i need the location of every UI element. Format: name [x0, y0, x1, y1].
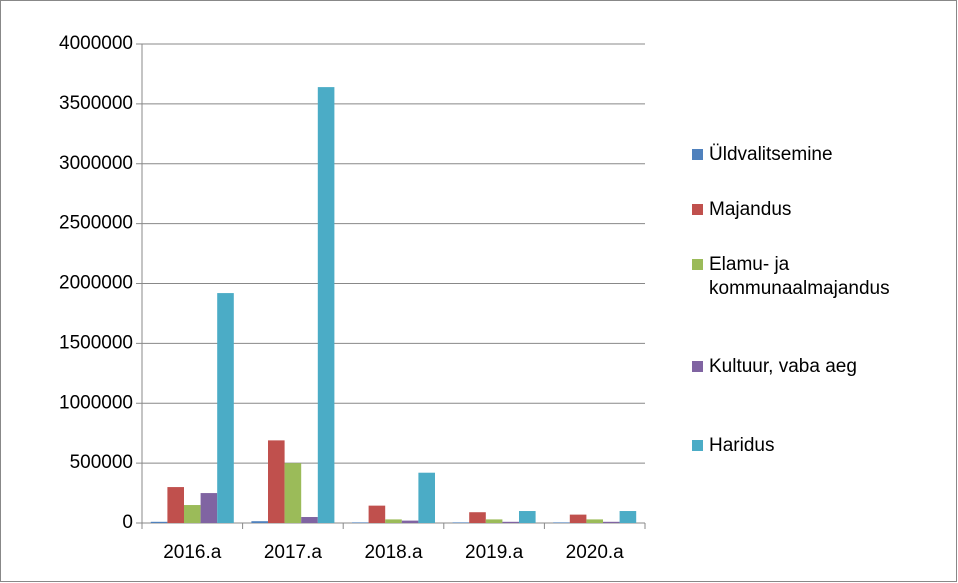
legend-label: Kultuur, vaba aeg: [709, 356, 857, 377]
x-tick-label: 2019.a: [465, 542, 524, 563]
y-tick-label: 2500000: [59, 213, 133, 234]
bar: [452, 522, 470, 523]
bar: [586, 519, 603, 523]
bar: [518, 511, 536, 523]
bar: [251, 521, 269, 523]
y-tick-label: 0: [122, 512, 133, 533]
bar: [569, 514, 587, 523]
bar: [418, 472, 435, 523]
bar: [401, 520, 419, 523]
legend-swatch: [692, 204, 703, 215]
bar: [184, 505, 201, 523]
bar: [301, 517, 318, 523]
x-tick-label: 2016.a: [163, 542, 222, 563]
legend-label: Üldvalitsemine: [709, 144, 833, 165]
legend-label: Elamu- ja kommunaalmajandus: [709, 254, 890, 299]
legend-label: Majandus: [709, 199, 791, 220]
bar: [317, 87, 335, 524]
bar: [284, 463, 302, 523]
legend-label: Haridus: [709, 435, 774, 456]
bar: [485, 519, 503, 523]
bar: [268, 440, 285, 523]
legend-swatch: [692, 440, 703, 451]
legend-swatch: [692, 149, 703, 160]
y-tick-label: 3500000: [59, 93, 133, 114]
bar: [150, 521, 168, 523]
bar: [385, 519, 402, 523]
bar: [619, 511, 637, 523]
legend-swatch: [692, 361, 703, 372]
y-tick-label: 500000: [70, 452, 133, 473]
bar: [368, 505, 386, 523]
bar: [352, 522, 369, 523]
bar: [217, 293, 234, 523]
y-tick-label: 3000000: [59, 153, 133, 174]
x-tick-label: 2020.a: [566, 542, 625, 563]
legend-swatch: [692, 259, 703, 270]
bar: [602, 521, 620, 523]
y-tick-label: 4000000: [59, 33, 133, 54]
x-tick-label: 2017.a: [264, 542, 323, 563]
bar: [553, 522, 570, 523]
bar: [200, 493, 218, 523]
y-tick-label: 1500000: [59, 332, 133, 353]
y-tick-label: 2000000: [59, 273, 133, 294]
y-tick-label: 1000000: [59, 392, 133, 413]
bar: [167, 487, 185, 523]
bar: [502, 521, 519, 523]
x-tick-label: 2018.a: [364, 542, 423, 563]
bar: [469, 512, 486, 523]
